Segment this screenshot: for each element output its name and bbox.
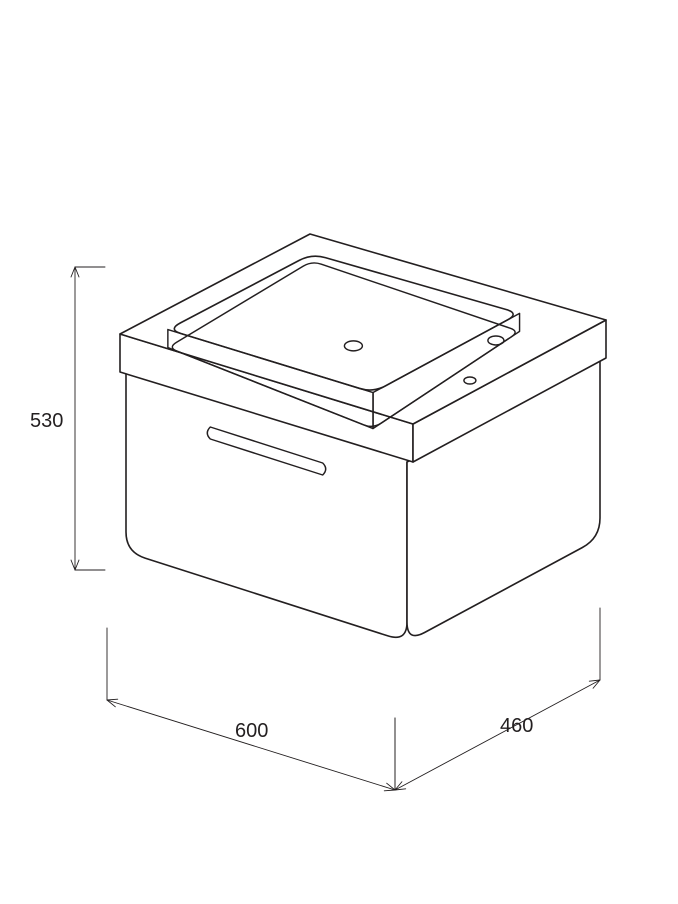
dim-depth-label: 460 (500, 715, 533, 738)
dim-height-label: 530 (30, 410, 63, 433)
technical-drawing-canvas: 530 600 460 (0, 0, 678, 904)
dim-width-label: 600 (235, 720, 268, 743)
vanity-drawing-svg (0, 0, 678, 904)
